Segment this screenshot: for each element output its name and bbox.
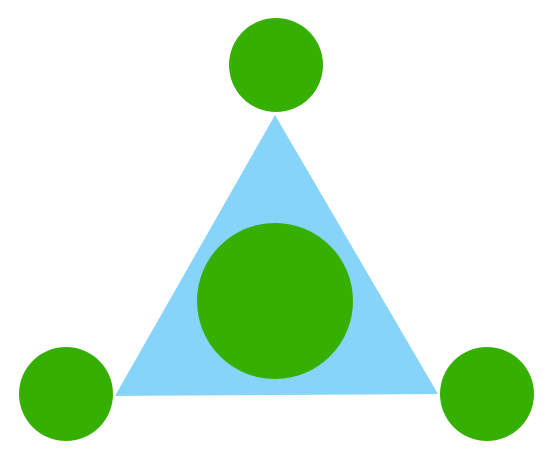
right-vertex-circle	[440, 347, 534, 441]
center-circle	[197, 223, 353, 379]
left-vertex-circle	[19, 347, 113, 441]
top-vertex-circle	[229, 18, 323, 112]
